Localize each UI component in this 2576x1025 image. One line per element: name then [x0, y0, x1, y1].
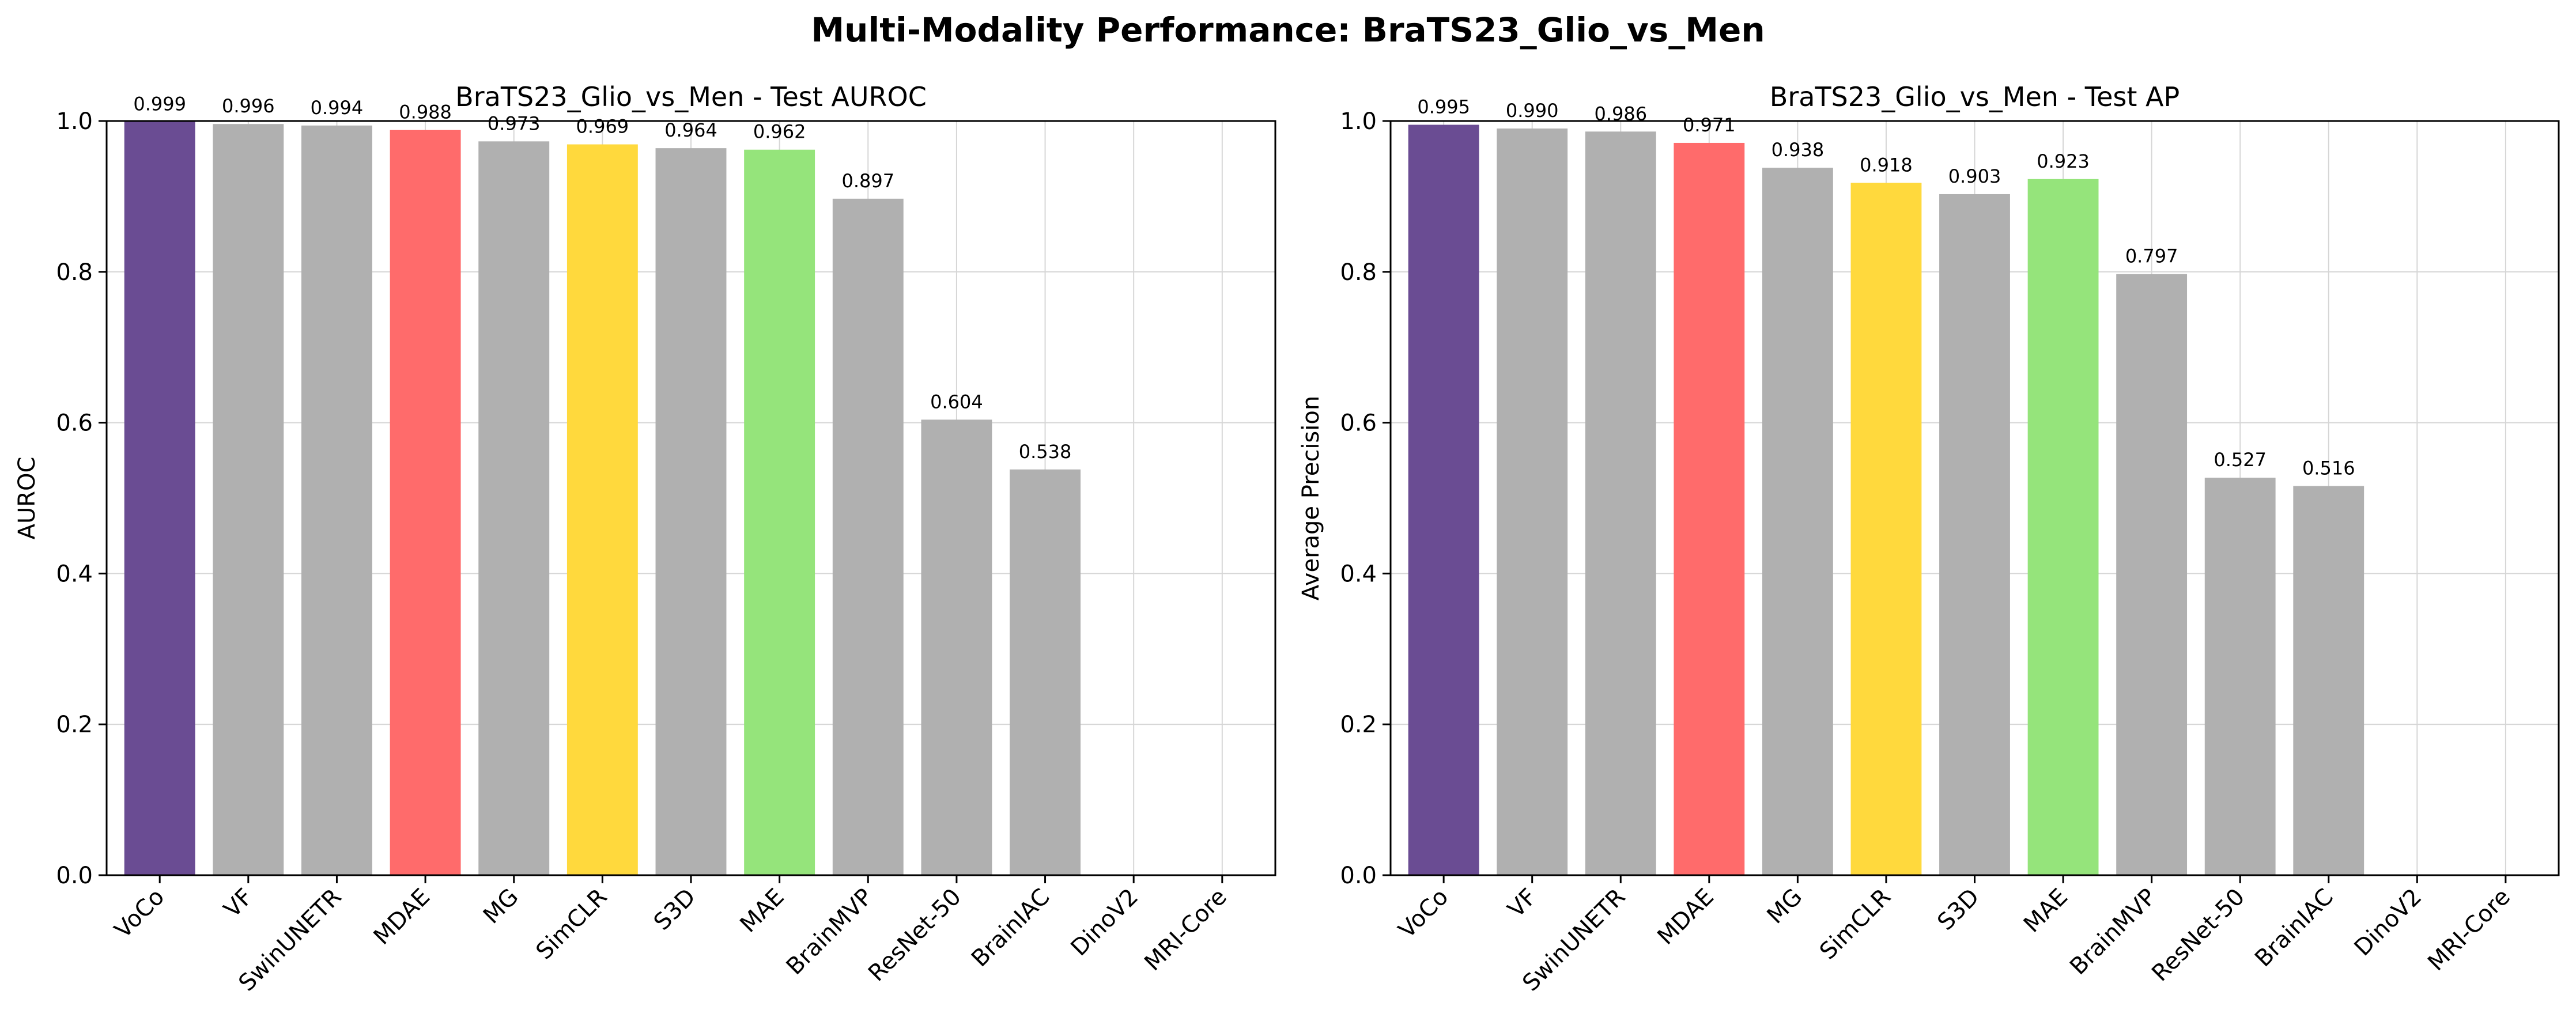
- data-label-mg: 0.973: [488, 112, 541, 134]
- bar-swinunetr: [1585, 131, 1656, 875]
- x-tick-label: VF: [1503, 884, 1542, 923]
- y-tick-label: 0.6: [1340, 410, 1377, 437]
- bar-resnet-50: [2204, 478, 2276, 875]
- data-label-mdae: 0.971: [1683, 114, 1736, 136]
- x-tick-label: SimCLR: [531, 884, 612, 965]
- x-tick-label: BrainMVP: [781, 884, 878, 980]
- bar-vf: [213, 124, 284, 876]
- bar-mae: [744, 149, 815, 876]
- x-tick-label: MDAE: [369, 884, 435, 950]
- panel-ap: 0.995 0.990 0.9860.9710.9380.9180.9030.923…: [1298, 81, 2560, 997]
- bar-mdae: [390, 130, 461, 875]
- x-tick-label: MAE: [735, 884, 790, 938]
- bar-brainiac: [2293, 486, 2365, 875]
- bar-vf: [1497, 128, 1568, 876]
- data-label-mdae: 0.988: [399, 101, 452, 123]
- x-tick-label: MRI-Core: [2423, 884, 2515, 977]
- data-label-voco: 0.995: [1417, 96, 1470, 118]
- x-tick-label: ResNet-50: [2147, 884, 2250, 987]
- x-tick-label: ResNet-50: [863, 884, 966, 987]
- y-tick-label: 0.4: [56, 561, 93, 587]
- data-label-mg: 0.938: [1772, 139, 1825, 161]
- y-axis-title: AUROC: [14, 457, 40, 540]
- x-tick-label: DinoV2: [2350, 884, 2427, 962]
- data-label-s3d: 0.903: [1948, 165, 2001, 187]
- y-tick-label: 0.8: [1340, 259, 1377, 286]
- data-label-brainiac: 0.516: [2302, 457, 2355, 479]
- bar-voco: [124, 122, 195, 876]
- x-tick-label: BrainMVP: [2065, 884, 2161, 980]
- bar-mae: [2027, 179, 2099, 876]
- bar-brainmvp: [832, 198, 904, 875]
- x-tick-label: MDAE: [1652, 884, 1718, 950]
- y-tick-label: 0.2: [56, 712, 93, 738]
- bar-resnet-50: [921, 419, 992, 875]
- x-tick-label: MRI-Core: [1139, 884, 1232, 977]
- x-tick-label: SimCLR: [1815, 884, 1896, 965]
- y-tick-label: 0.6: [56, 410, 93, 437]
- bar-mg: [478, 141, 550, 875]
- x-tick-label: MG: [1762, 884, 1808, 929]
- bar-simclr: [1850, 183, 1922, 875]
- data-label-vf: 0.996: [222, 95, 275, 117]
- data-label-brainmvp: 0.897: [841, 170, 894, 192]
- x-tick-label: MAE: [2019, 884, 2073, 938]
- x-tick-label: VoCo: [109, 884, 169, 944]
- panel-auroc: 0.999 0.996 0.994 0.988 0.973 0.969 0.964 0.962…: [14, 81, 1276, 997]
- bar-mg: [1762, 168, 1833, 876]
- x-tick-label: BrainIAC: [2250, 884, 2339, 973]
- bar-s3d: [1939, 194, 2010, 875]
- y-tick-label: 0.8: [56, 259, 93, 286]
- x-tick-label: VoCo: [1393, 884, 1453, 944]
- data-label-brainiac: 0.538: [1019, 441, 1072, 463]
- x-tick-label: BrainIAC: [966, 884, 1055, 973]
- data-label-s3d: 0.964: [664, 119, 717, 141]
- data-label-swinunetr: 0.994: [311, 97, 364, 119]
- y-axis-title: Average Precision: [1298, 396, 1324, 600]
- data-label-mae: 0.923: [2037, 150, 2090, 172]
- y-tick-label: 1.0: [56, 108, 93, 135]
- data-label-resnet-50: 0.527: [2214, 449, 2267, 471]
- figure-title: Multi-Modality Performance: BraTS23_Glio…: [811, 10, 1765, 50]
- x-tick-label: S3D: [1932, 884, 1984, 936]
- x-tick-label: DinoV2: [1066, 884, 1144, 962]
- y-tick-label: 1.0: [1340, 108, 1377, 135]
- bar-brainiac: [1010, 469, 1081, 875]
- y-tick-label: 0.0: [56, 863, 93, 889]
- data-label-resnet-50: 0.604: [930, 391, 983, 413]
- data-label-voco: 0.999: [133, 93, 186, 115]
- x-tick-label: VF: [219, 884, 258, 923]
- bar-s3d: [655, 148, 727, 875]
- bar-brainmvp: [2116, 274, 2188, 875]
- data-label-brainmvp: 0.797: [2125, 245, 2178, 267]
- panel-title: BraTS23_Glio_vs_Men - Test AUROC: [455, 81, 927, 112]
- panel-title: BraTS23_Glio_vs_Men - Test AP: [1770, 81, 2180, 112]
- y-tick-label: 0.2: [1340, 712, 1377, 738]
- bar-voco: [1408, 124, 1479, 875]
- data-label-vf: 0.990: [1506, 100, 1559, 122]
- data-label-mae: 0.962: [753, 121, 806, 143]
- data-label-simclr: 0.969: [576, 116, 629, 138]
- x-tick-label: MG: [478, 884, 524, 929]
- x-tick-label: S3D: [649, 884, 701, 936]
- y-tick-label: 0.4: [1340, 561, 1377, 587]
- bar-simclr: [566, 144, 638, 876]
- bar-mdae: [1674, 142, 1745, 876]
- y-tick-label: 0.0: [1340, 863, 1377, 889]
- bar-swinunetr: [301, 125, 372, 875]
- data-label-simclr: 0.918: [1860, 154, 1913, 176]
